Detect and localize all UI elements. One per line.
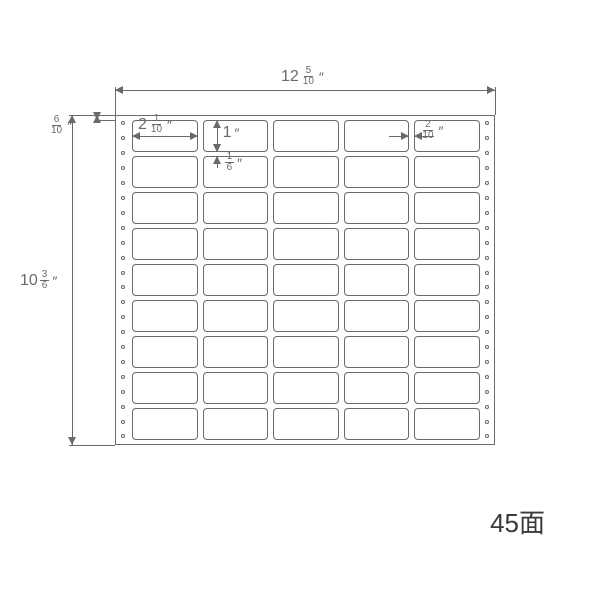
perforation-hole (485, 256, 489, 260)
label-cell (344, 300, 410, 332)
label-cell (203, 192, 269, 224)
perforation-hole (121, 405, 125, 409)
perforation-hole (121, 375, 125, 379)
label-cell (132, 156, 198, 188)
label-cell (344, 192, 410, 224)
label-cell (203, 336, 269, 368)
label-grid (132, 120, 480, 440)
label-cell (273, 336, 339, 368)
label-cell (414, 372, 480, 404)
perforation-hole (121, 300, 125, 304)
label-cell (203, 372, 269, 404)
perforation-hole (121, 390, 125, 394)
perforation-hole (485, 136, 489, 140)
label-cell (414, 264, 480, 296)
perforation-hole (485, 390, 489, 394)
label-cell (203, 300, 269, 332)
label-cell (344, 336, 410, 368)
perforation-hole (485, 271, 489, 275)
perforation-hole (485, 300, 489, 304)
perforation-hole (121, 136, 125, 140)
label-cell (203, 228, 269, 260)
label-cell (344, 408, 410, 440)
perforation-hole (485, 420, 489, 424)
label-cell (132, 264, 198, 296)
dim-sheet-width: 12510″ (281, 66, 324, 87)
label-cell (273, 192, 339, 224)
perforation-hole (121, 241, 125, 245)
perforation-hole (121, 181, 125, 185)
label-cell (203, 408, 269, 440)
dim-col-gap: 210″ (420, 114, 443, 141)
label-cell (344, 264, 410, 296)
sheet-count-label: 45面 (490, 503, 545, 540)
label-cell (414, 300, 480, 332)
perforation-hole (485, 196, 489, 200)
perforation-hole (121, 121, 125, 125)
label-cell (132, 300, 198, 332)
perforation-hole (485, 241, 489, 245)
label-cell (344, 372, 410, 404)
label-cell (414, 156, 480, 188)
label-cell (132, 336, 198, 368)
perforation-hole (485, 285, 489, 289)
label-cell (273, 300, 339, 332)
perforation-hole (121, 271, 125, 275)
label-cell (414, 408, 480, 440)
perforation-hole (485, 121, 489, 125)
perforation-hole (485, 375, 489, 379)
label-cell (132, 408, 198, 440)
perforation-hole (485, 330, 489, 334)
label-cell (132, 228, 198, 260)
perforation-hole (121, 285, 125, 289)
perforation-hole (485, 211, 489, 215)
perforation-hole (485, 345, 489, 349)
label-cell (414, 228, 480, 260)
label-cell (344, 228, 410, 260)
label-cell (273, 264, 339, 296)
dim-top-margin: 610″ (49, 109, 72, 136)
label-cell (414, 192, 480, 224)
dim-sheet-height: 1036″ (20, 270, 57, 291)
perforation-hole (121, 211, 125, 215)
label-cell (132, 192, 198, 224)
perforation-hole (121, 345, 125, 349)
label-cell (344, 156, 410, 188)
perforation-hole (121, 434, 125, 438)
label-cell (203, 264, 269, 296)
perforation-hole (121, 315, 125, 319)
perforation-hole (485, 151, 489, 155)
label-cell (414, 336, 480, 368)
perforation-hole (121, 166, 125, 170)
perforation-hole (121, 330, 125, 334)
perforation-hole (121, 196, 125, 200)
dim-row-gap: 16″ (225, 146, 243, 173)
label-cell (273, 120, 339, 152)
label-cell (273, 408, 339, 440)
label-cell (273, 372, 339, 404)
perforation-hole (121, 151, 125, 155)
perforation-right (480, 116, 494, 444)
perforation-hole (121, 226, 125, 230)
perforation-hole (485, 405, 489, 409)
perforation-left (116, 116, 130, 444)
perforation-hole (121, 420, 125, 424)
perforation-hole (485, 226, 489, 230)
label-cell (273, 156, 339, 188)
dim-label-height: 1″ (223, 124, 240, 142)
perforation-hole (485, 181, 489, 185)
perforation-hole (121, 256, 125, 260)
perforation-hole (485, 360, 489, 364)
perforation-hole (485, 166, 489, 170)
perforation-hole (121, 360, 125, 364)
dim-label-width: 2110″ (138, 114, 172, 135)
perforation-hole (485, 434, 489, 438)
perforation-hole (485, 315, 489, 319)
label-cell (273, 228, 339, 260)
label-cell (132, 372, 198, 404)
